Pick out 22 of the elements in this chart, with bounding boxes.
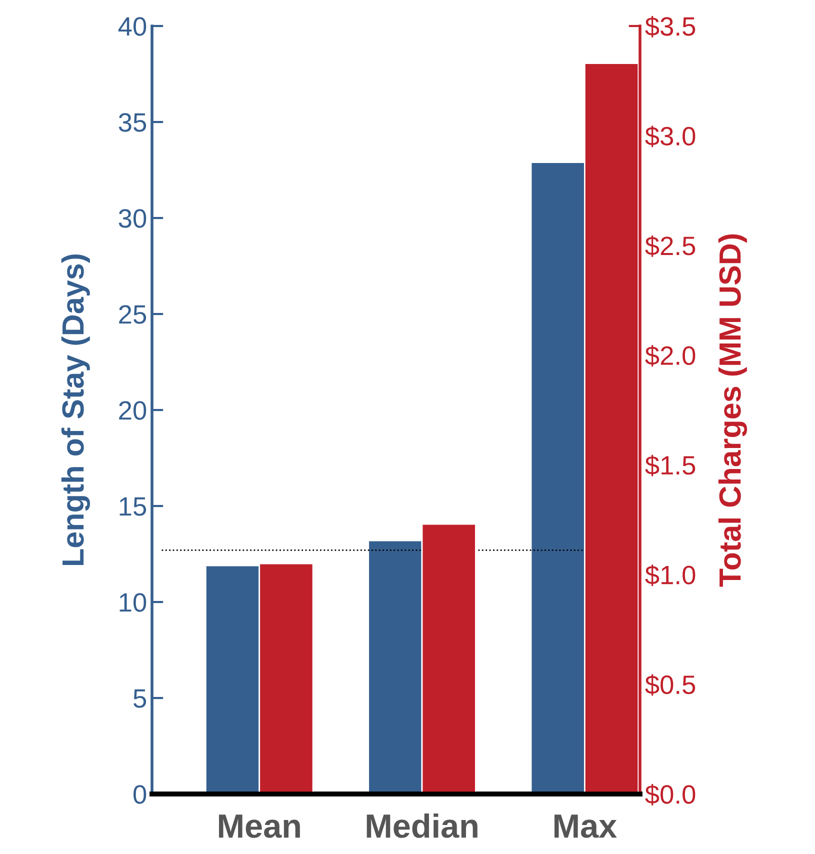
y-tick-label: 20 [119,401,146,420]
y-tick-label: 0 [133,785,146,804]
y-axis-title: Length of Stay (Days) [61,254,90,565]
y2-tick-label: $1.5 [645,454,696,476]
y2-tick-label: $1.0 [645,564,696,586]
y2-tick-label: $3.5 [645,16,696,38]
y-tick-label: 15 [120,497,146,516]
y-tick-label: 5 [134,689,146,708]
y2-tick-label: $0.0 [645,784,696,806]
y2-tick-label: $2.5 [645,235,696,257]
x-tick-label: Median [366,813,478,838]
y2-tick-label: $2.0 [645,345,696,367]
y-tick-label: 35 [118,113,146,132]
y2-axis-title: Total Charges (MM USD) [718,234,748,587]
y-tick-label: 40 [118,17,146,36]
x-tick-label: Mean [218,814,300,838]
y2-tick-label: $0.5 [645,674,696,696]
y-tick-label: 10 [120,593,146,612]
y2-tick-label: $3.0 [645,126,696,148]
y-tick-label: 25 [119,305,146,324]
y-tick-label: 30 [118,209,146,228]
x-tick-label: Max [554,814,617,838]
